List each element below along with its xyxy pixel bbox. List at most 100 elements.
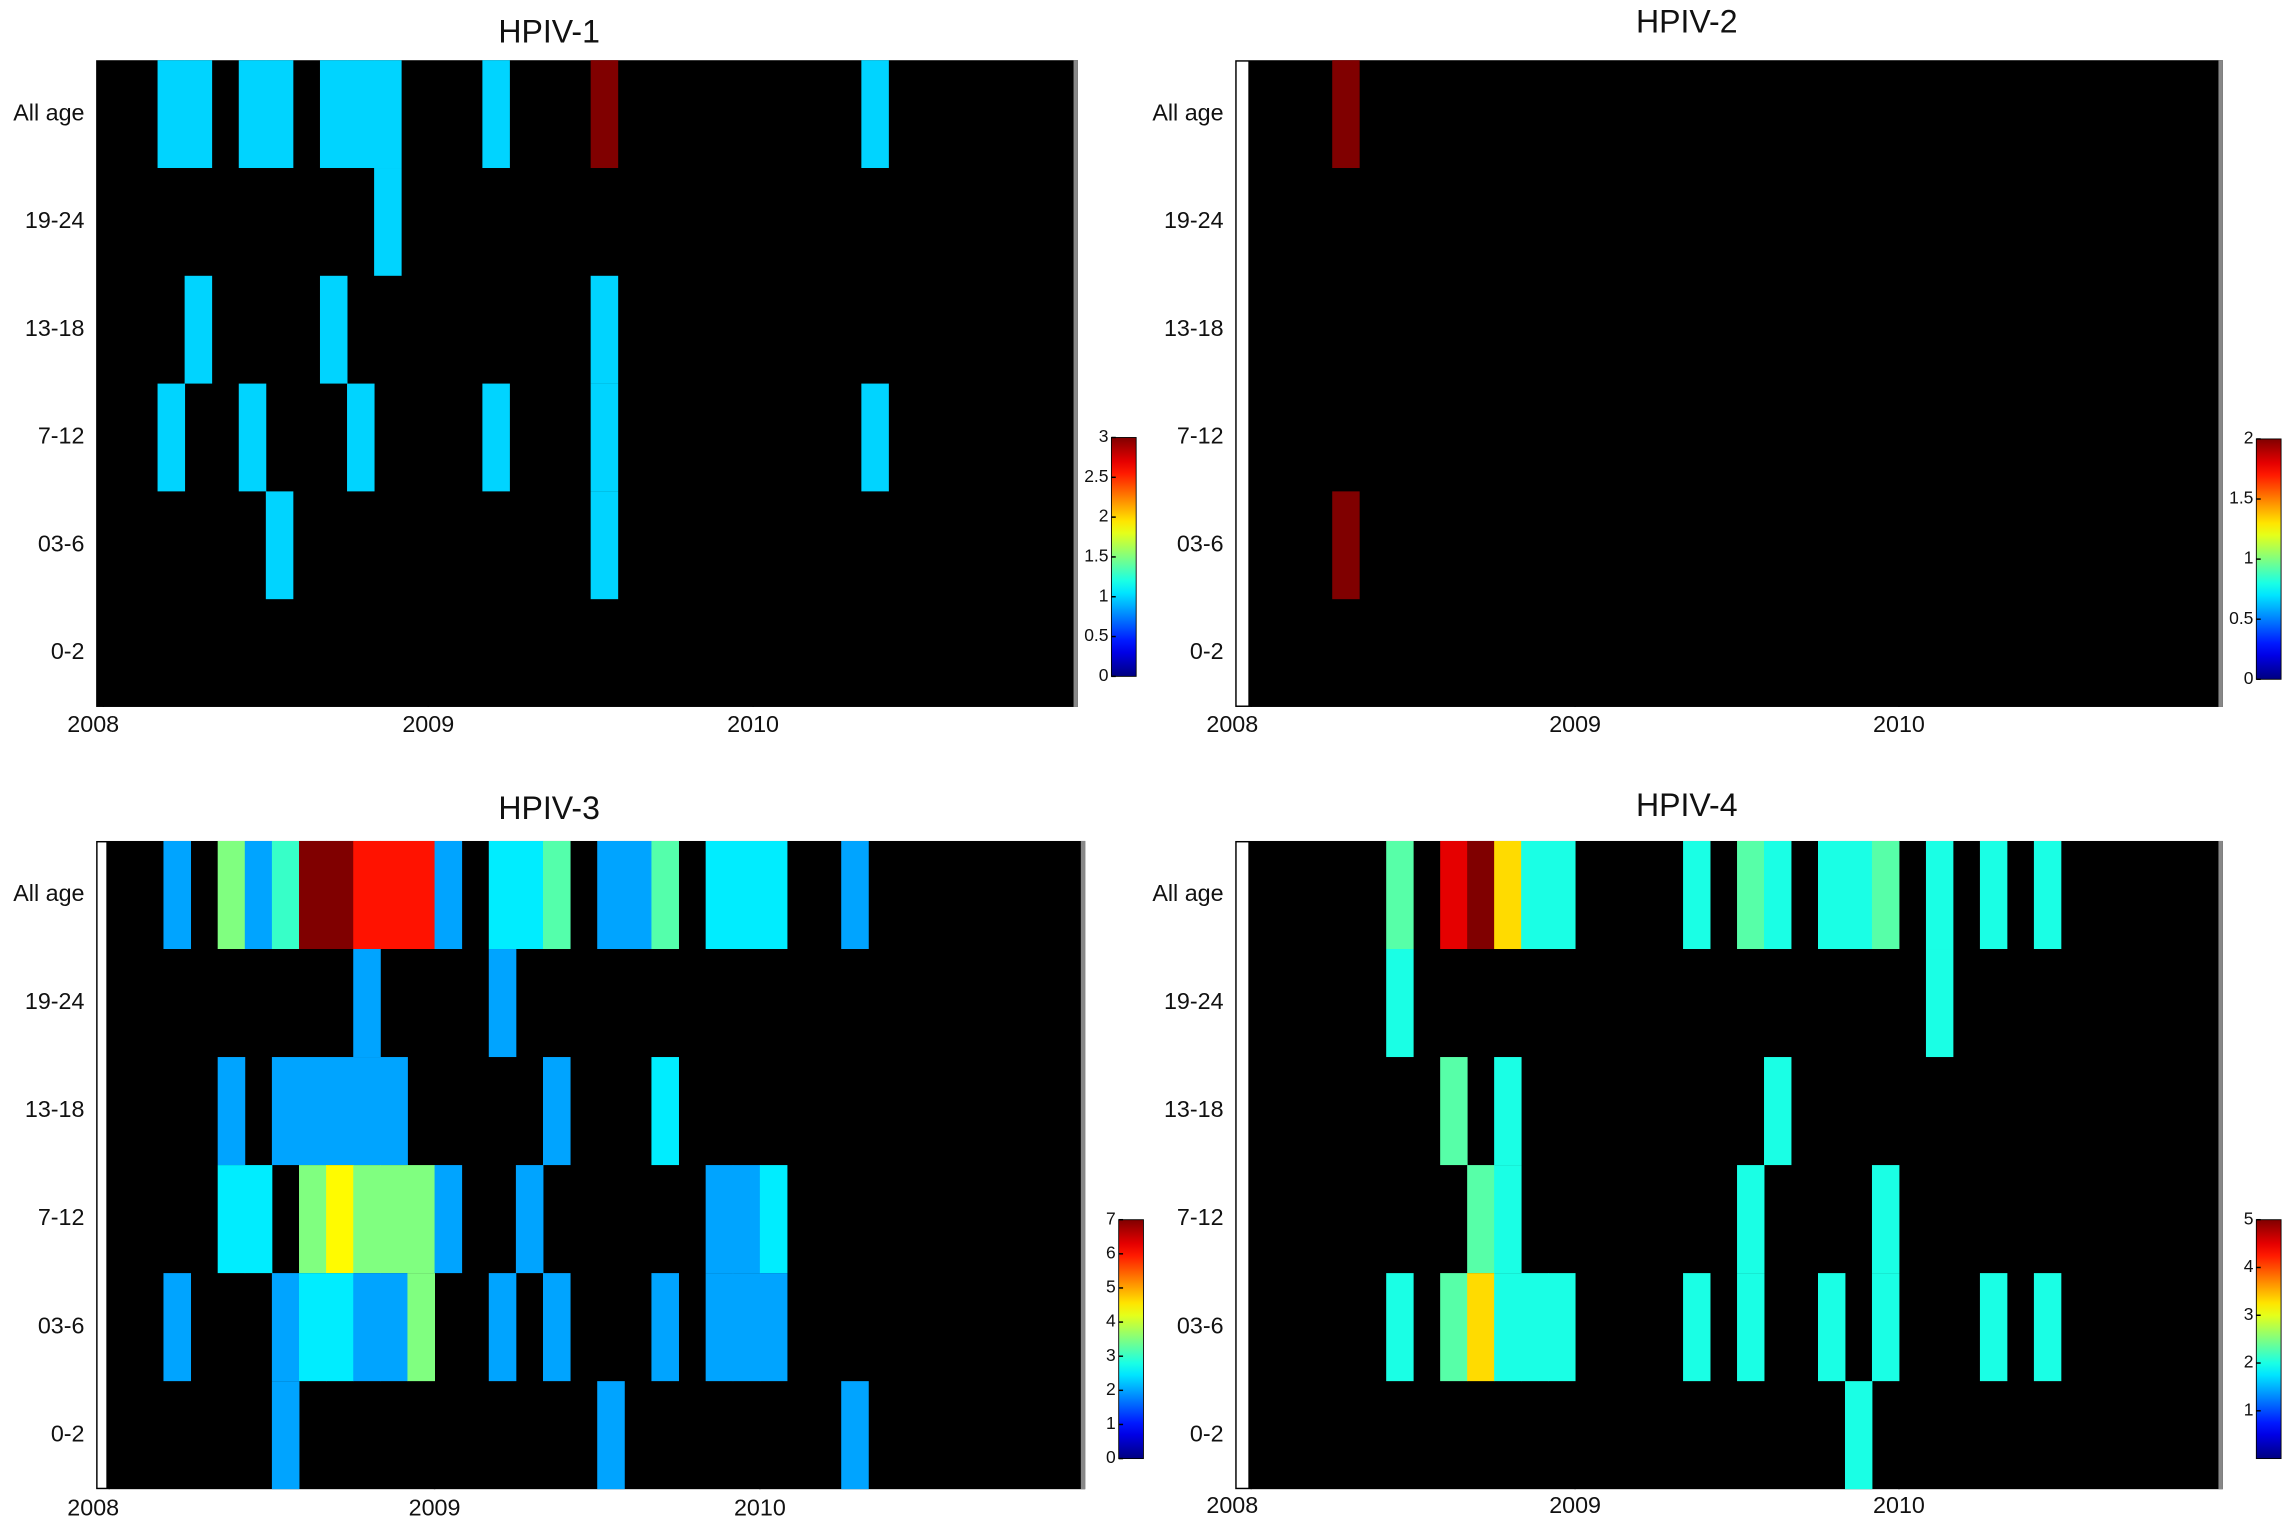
heat-cell xyxy=(271,1273,300,1382)
heat-cell xyxy=(163,1273,192,1382)
heat-cell xyxy=(1737,1273,1765,1382)
colorbar-tick-label: 3 xyxy=(1099,426,1109,446)
colorbar xyxy=(1118,1219,1144,1460)
heat-cell xyxy=(590,383,619,492)
heat-cell xyxy=(651,1057,679,1166)
heat-cell xyxy=(217,840,246,950)
colorbar-tick-label: 0.5 xyxy=(2229,608,2253,628)
panel-title: HPIV-3 xyxy=(498,790,599,826)
heat-cell xyxy=(482,60,510,169)
right-edge xyxy=(1080,840,1086,1490)
y-tick-label: 7-12 xyxy=(38,1204,85,1230)
heat-cell xyxy=(1683,840,1711,950)
heat-cell xyxy=(1817,840,1846,950)
heat-cell xyxy=(488,840,517,950)
heat-cell xyxy=(434,840,463,950)
colorbar-tick-label: 7 xyxy=(1106,1208,1116,1228)
heat-cell xyxy=(543,1273,571,1382)
heat-cell xyxy=(265,491,294,600)
colorbar-tick-label: 1.5 xyxy=(2229,488,2253,508)
heat-cell xyxy=(1440,1057,1468,1166)
heat-cell xyxy=(1737,840,1765,950)
y-tick-label: 03-6 xyxy=(1177,1312,1224,1338)
heat-cell xyxy=(1386,1273,1414,1382)
heat-cell xyxy=(488,949,517,1058)
heat-cell xyxy=(624,840,652,950)
x-tick-label: 2009 xyxy=(409,1495,461,1521)
y-tick-label: 7-12 xyxy=(38,423,85,449)
y-tick-label: 19-24 xyxy=(25,207,85,233)
colorbar xyxy=(2255,1219,2282,1460)
y-tick-label: All age xyxy=(1152,99,1223,125)
heatmap-panel: HPIV-4 All age 19-24 13-18 7-12 03-6 0-2 2008 20… xyxy=(1152,787,2282,1518)
panel-title: HPIV-2 xyxy=(1636,3,1737,39)
panel-title: HPIV-1 xyxy=(498,13,599,49)
heat-cell xyxy=(488,1273,517,1382)
heat-cell xyxy=(841,840,869,950)
heat-cell xyxy=(157,383,186,492)
y-tick-label: 13-18 xyxy=(1164,1096,1224,1122)
heat-cell xyxy=(651,1273,679,1382)
heat-cell xyxy=(157,60,186,169)
heat-cell xyxy=(407,1273,435,1382)
white-strip xyxy=(97,842,107,1488)
heat-cell xyxy=(319,60,348,169)
colorbar-tick-label: 6 xyxy=(1106,1242,1116,1262)
plot-background xyxy=(1235,840,2223,1490)
y-tick-label: 19-24 xyxy=(25,988,85,1014)
x-tick-label: 2010 xyxy=(734,1495,786,1521)
heat-cell xyxy=(271,840,300,950)
heat-cell xyxy=(353,1057,381,1166)
heat-cell xyxy=(374,60,402,169)
heat-cell xyxy=(1683,1273,1711,1382)
heat-cell xyxy=(347,383,375,492)
heat-cell xyxy=(326,1273,354,1382)
heat-cell xyxy=(244,840,273,950)
heat-cell xyxy=(380,840,408,950)
heat-cell xyxy=(1844,840,1873,950)
colorbar-tick-label: 2 xyxy=(1099,506,1109,526)
heat-cell xyxy=(380,1057,408,1166)
colorbar-tick-label: 0 xyxy=(1106,1447,1116,1467)
heat-cell xyxy=(705,1165,734,1274)
right-edge xyxy=(2218,60,2223,707)
heat-cell xyxy=(1467,840,1495,950)
x-tick-label: 2009 xyxy=(1549,711,1601,737)
heat-cell xyxy=(543,840,571,950)
x-tick-label: 2009 xyxy=(1549,1492,1601,1518)
heat-cell xyxy=(299,1273,327,1382)
heat-cell xyxy=(1467,1165,1495,1274)
colorbar-tick-label: 0.5 xyxy=(1084,625,1108,645)
y-tick-label: 0-2 xyxy=(1190,1420,1224,1446)
heat-cell xyxy=(861,383,889,492)
colorbar-tick-label: 3 xyxy=(1106,1345,1116,1365)
x-tick-label: 2008 xyxy=(67,711,119,737)
y-tick-label: 19-24 xyxy=(1164,207,1224,233)
white-strip xyxy=(1236,842,1249,1488)
colorbar-tick-label: 1 xyxy=(2244,1399,2254,1419)
heat-cell xyxy=(326,840,354,950)
heat-cell xyxy=(319,275,348,384)
y-tick-label: 7-12 xyxy=(1177,423,1224,449)
x-tick-label: 2010 xyxy=(727,711,779,737)
heat-cell xyxy=(759,1165,788,1274)
heat-cell xyxy=(217,1165,246,1274)
heat-cell xyxy=(1979,840,2008,950)
colorbar-tick-label: 5 xyxy=(1106,1277,1116,1297)
heat-cell xyxy=(590,275,619,384)
colorbar-tick-label: 2.5 xyxy=(1084,466,1108,486)
colorbar-tick-label: 1 xyxy=(2244,548,2254,568)
heat-cell xyxy=(347,60,375,169)
heat-cell xyxy=(597,1381,625,1490)
heat-cell xyxy=(1925,949,1954,1058)
heat-cell xyxy=(380,1165,408,1274)
heat-cell xyxy=(543,1057,571,1166)
y-tick-label: All age xyxy=(13,99,84,125)
heat-cell xyxy=(1548,840,1576,950)
heat-cell xyxy=(265,60,294,169)
colorbar-tick-label: 2 xyxy=(2244,1352,2254,1372)
y-tick-label: 03-6 xyxy=(1177,530,1224,556)
